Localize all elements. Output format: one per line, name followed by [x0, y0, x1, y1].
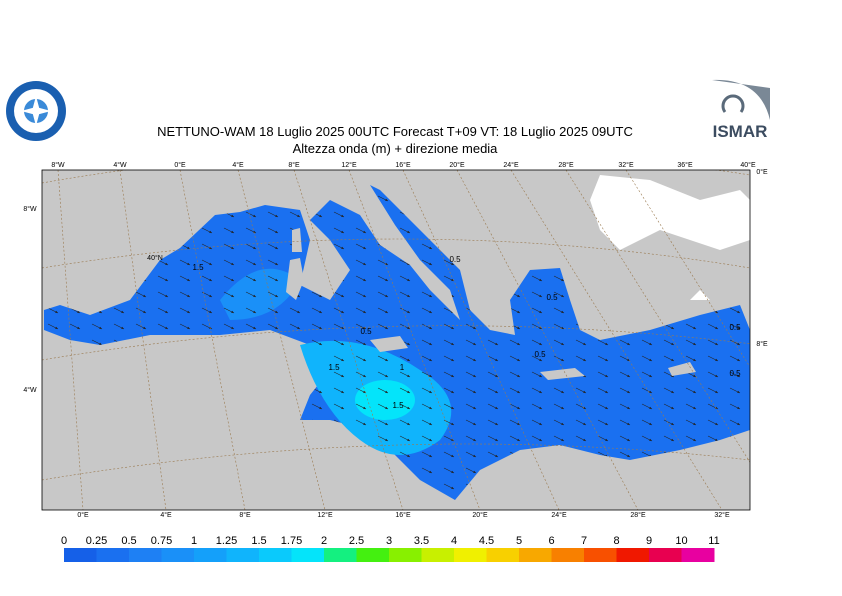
- left-logo: [6, 81, 66, 141]
- top-graticule-label: 0°E: [174, 161, 186, 169]
- legend-swatch: [681, 548, 715, 562]
- legend-label: 1: [191, 535, 197, 547]
- contour-label: 1: [400, 363, 405, 372]
- legend-label: 1.25: [216, 535, 237, 547]
- subtitle: Altezza onda (m) + direzione media: [293, 141, 499, 156]
- top-graticule-label: 8°E: [288, 161, 300, 169]
- legend-label: 1.5: [251, 535, 266, 547]
- legend-label: 4: [451, 535, 457, 547]
- legend-label: 0.75: [151, 535, 172, 547]
- contour-label: 0.5: [546, 293, 558, 302]
- legend-swatch: [291, 548, 325, 562]
- legend-swatch: [389, 548, 422, 562]
- side-graticule-label: 40°N: [147, 254, 163, 262]
- legend-label: 8: [613, 535, 619, 547]
- side-graticule-label: 4°W: [23, 386, 37, 394]
- legend-swatch: [454, 548, 487, 562]
- map-frame: [41, 169, 751, 511]
- bottom-graticule-label: 28°E: [630, 511, 646, 519]
- legend-label: 0.5: [121, 535, 136, 547]
- contour-label: 1.5: [328, 363, 340, 372]
- legend-label: 11: [708, 535, 719, 547]
- legend-swatch: [421, 548, 455, 562]
- contour-label: 0.5: [534, 350, 546, 359]
- legend-label: 3.5: [414, 535, 429, 547]
- top-graticule-label: 8°W: [51, 161, 65, 169]
- top-graticule-label: 32°E: [618, 161, 634, 169]
- contour-label: 0.5: [729, 369, 741, 378]
- bottom-graticule-label: 4°E: [160, 511, 172, 519]
- contour-label: 0.5: [449, 255, 461, 264]
- legend-swatch: [551, 548, 585, 562]
- legend-label: 9: [646, 535, 652, 547]
- bottom-graticule-label: 32°E: [714, 511, 730, 519]
- top-graticule-label: 16°E: [395, 161, 411, 169]
- legend-label: 2: [321, 535, 327, 547]
- bottom-graticule-label: 16°E: [395, 511, 411, 519]
- bottom-graticule-label: 8°E: [239, 511, 251, 519]
- bottom-graticule-label: 24°E: [551, 511, 567, 519]
- top-graticule-label: 36°E: [677, 161, 693, 169]
- legend-swatch: [584, 548, 617, 562]
- legend-label: 6: [548, 535, 554, 547]
- logo-text: ISMAR: [713, 122, 768, 141]
- legend-label: 5: [516, 535, 522, 547]
- legend-label: 0: [61, 535, 67, 547]
- side-graticule-label: 0°E: [756, 168, 768, 176]
- top-graticule-label: 12°E: [341, 161, 357, 169]
- legend-swatch: [324, 548, 357, 562]
- map: 1.5 1.5 0.5 1 1.5 0.5 0.5 0.5 0.5 0.5: [42, 170, 750, 510]
- legend-label: 4.5: [479, 535, 494, 547]
- legend-swatch: [96, 548, 130, 562]
- legend-label: 10: [675, 535, 687, 547]
- contour-label: 0.5: [729, 323, 741, 332]
- legend-label: 2.5: [349, 535, 364, 547]
- contour-label: 0.5: [360, 327, 372, 336]
- legend-swatch: [129, 548, 162, 562]
- contour-label: 1.5: [392, 401, 404, 410]
- side-graticule-label: 8°E: [756, 340, 768, 348]
- bottom-graticule-label: 0°E: [77, 511, 89, 519]
- top-graticule-label: 4°W: [113, 161, 127, 169]
- top-graticule-label: 40°E: [740, 161, 756, 169]
- legend-label: 1.75: [281, 535, 302, 547]
- legend-swatch: [649, 548, 682, 562]
- legend-swatch: [226, 548, 260, 562]
- top-graticule-label: 28°E: [558, 161, 574, 169]
- legend-swatch: [616, 548, 650, 562]
- right-logo: ISMAR: [708, 78, 770, 141]
- legend-label: 7: [581, 535, 587, 547]
- contour-label: 1.5: [192, 263, 204, 272]
- legend-swatch: [356, 548, 390, 562]
- bottom-graticule-label: 20°E: [472, 511, 488, 519]
- top-graticule-label: 20°E: [449, 161, 465, 169]
- legend-swatch: [194, 548, 227, 562]
- top-graticule-label: 24°E: [503, 161, 519, 169]
- legend-label: 0.25: [86, 535, 107, 547]
- title: NETTUNO-WAM 18 Luglio 2025 00UTC Forecas…: [157, 124, 633, 139]
- top-graticule-label: 4°E: [232, 161, 244, 169]
- legend-swatch: [259, 548, 292, 562]
- bottom-graticule-label: 12°E: [317, 511, 333, 519]
- legend-label: 3: [386, 535, 392, 547]
- legend-swatch: [64, 548, 97, 562]
- side-graticule-label: 8°W: [23, 205, 37, 213]
- legend-swatch: [161, 548, 195, 562]
- legend-swatch: [486, 548, 520, 562]
- legend-swatch: [519, 548, 552, 562]
